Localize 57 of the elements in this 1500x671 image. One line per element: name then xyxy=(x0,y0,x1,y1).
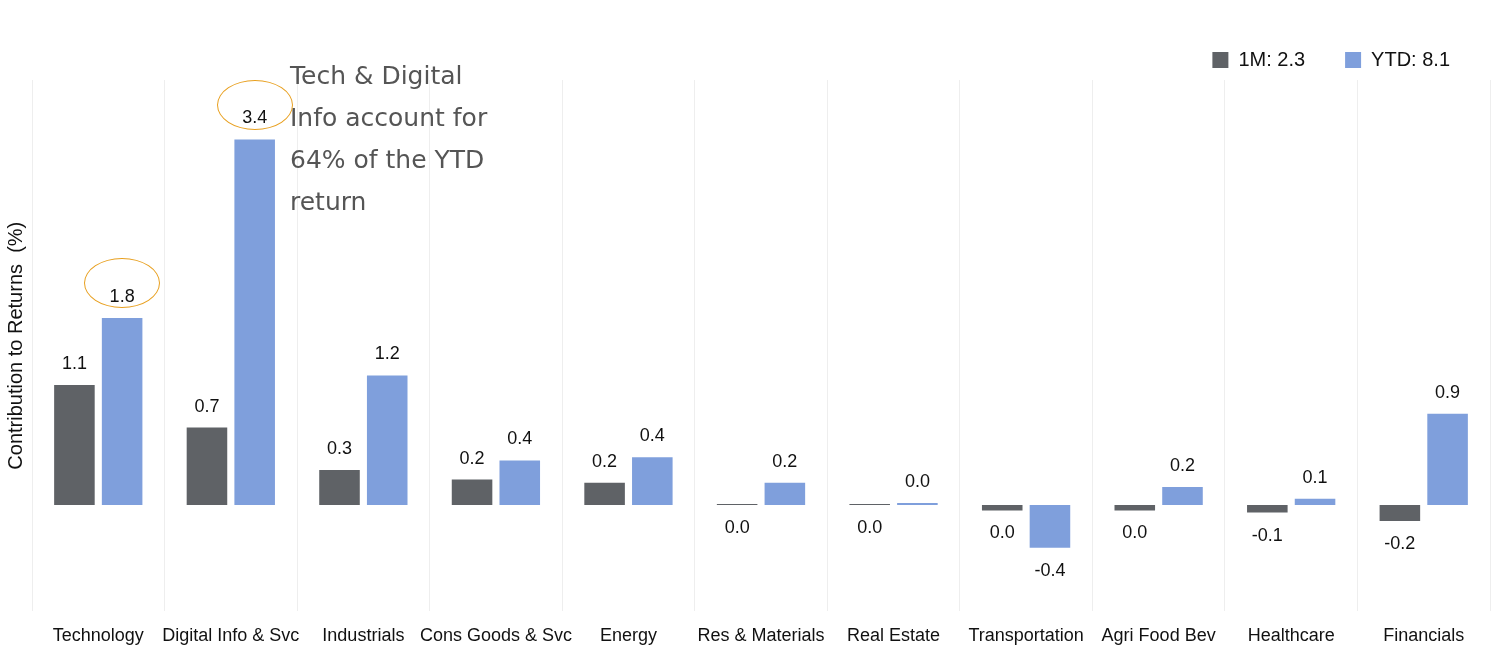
bar xyxy=(897,502,938,506)
bar xyxy=(319,470,360,506)
data-label: 0.4 xyxy=(639,425,665,446)
x-tick-label: Cons Goods & Svc xyxy=(419,625,572,646)
data-label: -0.2 xyxy=(1384,533,1416,554)
data-label: 1.8 xyxy=(109,286,135,307)
legend-label: 1M: 2.3 xyxy=(1238,47,1306,70)
bar xyxy=(764,482,806,506)
bar xyxy=(1114,505,1156,511)
data-label: 0.0 xyxy=(904,470,930,491)
bar xyxy=(54,385,95,506)
data-label: 0.3 xyxy=(326,438,353,459)
data-label: 0.0 xyxy=(989,522,1015,543)
bar xyxy=(186,427,228,506)
bar xyxy=(1247,505,1288,513)
bar xyxy=(981,505,1023,511)
x-tick-label: Financials xyxy=(1383,625,1465,646)
data-label: 1.1 xyxy=(61,352,87,373)
bar xyxy=(1379,505,1421,522)
bar xyxy=(632,457,673,506)
data-label: 0.4 xyxy=(507,428,533,449)
data-label: 0.0 xyxy=(1122,522,1148,543)
x-tick-label: Agri Food Bev xyxy=(1101,625,1216,646)
y-axis-title: Contribution to Returns (%) xyxy=(3,221,26,470)
x-tick-label: Industrials xyxy=(322,625,405,646)
bar xyxy=(1294,498,1336,506)
data-label: 0.2 xyxy=(772,450,798,471)
data-label: -0.4 xyxy=(1034,559,1066,580)
data-label: 0.0 xyxy=(724,517,750,538)
data-label: 0.9 xyxy=(1435,381,1461,402)
x-tick-label: Technology xyxy=(52,625,144,646)
data-label: 0.7 xyxy=(194,395,220,416)
bar xyxy=(451,479,493,506)
x-tick-label: Transportation xyxy=(968,625,1084,646)
data-label: 0.2 xyxy=(459,447,485,468)
bar xyxy=(1029,505,1071,548)
bar xyxy=(101,318,143,506)
data-label: 3.4 xyxy=(242,107,268,128)
data-label: 0.2 xyxy=(1169,455,1196,476)
bar xyxy=(584,482,625,506)
bar xyxy=(366,375,408,506)
data-label: 1.2 xyxy=(374,343,400,364)
x-tick-label: Energy xyxy=(599,625,657,646)
x-tick-label: Digital Info & Svc xyxy=(162,625,300,646)
data-label: -0.1 xyxy=(1251,524,1283,545)
data-label: 0.2 xyxy=(592,450,618,471)
bar xyxy=(499,460,541,506)
bar xyxy=(1162,487,1203,506)
bar xyxy=(1427,413,1468,506)
data-label: 0.0 xyxy=(857,517,883,538)
x-tick-label: Res & Materials xyxy=(697,625,825,646)
x-tick-label: Real Estate xyxy=(847,625,941,646)
data-label: 0.1 xyxy=(1302,466,1328,487)
x-tick-label: Healthcare xyxy=(1247,625,1335,646)
legend-label: YTD: 8.1 xyxy=(1371,47,1451,70)
annotation: Tech & Digital Info account for 64% of the YTD return xyxy=(290,60,489,218)
bar xyxy=(234,139,275,506)
